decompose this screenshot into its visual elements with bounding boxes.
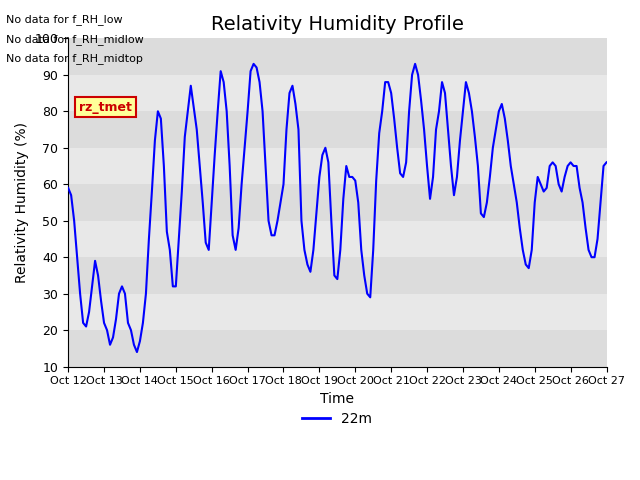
Text: No data for f_RH_midtop: No data for f_RH_midtop	[6, 53, 143, 64]
Bar	[68, 294, 607, 330]
Bar	[68, 75, 607, 111]
Bar	[68, 330, 607, 367]
Text: No data for f_RH_low: No data for f_RH_low	[6, 14, 123, 25]
Legend: 22m: 22m	[297, 407, 378, 432]
Bar	[68, 111, 607, 148]
Title: Relativity Humidity Profile: Relativity Humidity Profile	[211, 15, 464, 34]
Text: No data for f_RH_midlow: No data for f_RH_midlow	[6, 34, 144, 45]
Bar	[68, 184, 607, 221]
X-axis label: Time: Time	[321, 392, 355, 406]
Bar	[68, 38, 607, 75]
Bar	[68, 148, 607, 184]
Bar	[68, 221, 607, 257]
Y-axis label: Relativity Humidity (%): Relativity Humidity (%)	[15, 122, 29, 283]
Bar	[68, 257, 607, 294]
Text: rz_tmet: rz_tmet	[79, 100, 132, 114]
